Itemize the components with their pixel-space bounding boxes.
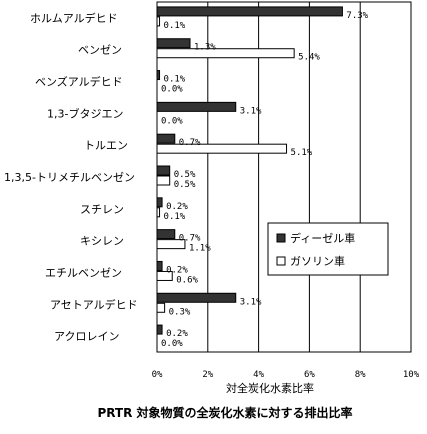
value-label: 0.2% <box>166 265 188 275</box>
x-tick-label: 10% <box>403 370 420 380</box>
bar-gasoline <box>156 175 171 186</box>
bar-diesel <box>156 6 343 17</box>
value-label: 0.3% <box>169 307 191 317</box>
category-label: トルエン <box>84 139 128 152</box>
category-label: スチレン <box>80 203 124 216</box>
value-label: 1.3% <box>194 43 216 53</box>
category-label: アセトアルデヒド <box>50 297 138 311</box>
value-label: 0.0% <box>161 339 183 349</box>
bar-gasoline <box>156 239 186 250</box>
x-tick-label: 0% <box>152 370 163 380</box>
legend-label-gasoline: ガソリン車 <box>290 254 345 268</box>
category-label: ホルムアルデヒド <box>30 11 118 25</box>
category-label: ベンズアルデヒド <box>35 75 123 89</box>
value-label: 3.1% <box>240 106 262 116</box>
value-label: 0.1% <box>164 75 186 85</box>
legend-swatch-gasoline <box>276 256 286 266</box>
value-label: 0.5% <box>174 180 196 190</box>
value-label: 0.2% <box>166 202 188 212</box>
value-label: 3.1% <box>240 297 262 307</box>
value-label: 5.4% <box>298 53 320 63</box>
bar-gasoline <box>156 16 161 27</box>
legend-swatch-diesel <box>276 233 286 243</box>
legend: ディーゼル車 ガソリン車 <box>267 222 389 276</box>
bar-diesel <box>156 229 176 240</box>
bar-gasoline <box>156 302 166 313</box>
value-label: 1.1% <box>189 244 211 254</box>
value-label: 0.0% <box>161 85 183 95</box>
value-label: 0.6% <box>176 275 198 285</box>
tick-labels: 0% 2% 4% 6% 8% 10% <box>152 370 420 380</box>
value-label: 0.1% <box>164 21 186 31</box>
category-label: 1,3,5-トリメチルベンゼン <box>4 171 135 184</box>
x-tick-label: 4% <box>253 370 264 380</box>
value-label: 5.1% <box>291 148 313 158</box>
bar-diesel <box>156 197 163 208</box>
value-label: 0.2% <box>166 329 188 339</box>
value-label: 0.5% <box>174 170 196 180</box>
category-label: エチルベンゼン <box>45 266 122 279</box>
value-label: 7.3% <box>346 11 368 21</box>
legend-label-diesel: ディーゼル車 <box>290 231 355 245</box>
x-tick-label: 2% <box>202 370 213 380</box>
bar-diesel <box>156 133 176 144</box>
bar-diesel <box>156 101 237 112</box>
category-label: キシレン <box>80 235 124 248</box>
x-tick-label: 8% <box>355 370 366 380</box>
value-label: 0.7% <box>179 138 201 148</box>
value-labels: 7.3%0.1%1.3%5.4%0.1%0.0%3.1%0.0%0.7%5.1%… <box>161 11 369 349</box>
bar-gasoline <box>156 143 288 154</box>
bar-diesel <box>156 292 237 303</box>
category-label: ベンゼン <box>78 44 122 57</box>
x-axis-label: 対全炭化水素比率 <box>226 381 314 395</box>
bar-gasoline <box>156 48 295 59</box>
value-label: 0.7% <box>179 234 201 244</box>
value-label: 0.1% <box>164 212 186 222</box>
bar-diesel <box>156 324 163 335</box>
category-label: アクロレイン <box>54 330 119 343</box>
bar-diesel <box>156 38 191 49</box>
bar-gasoline <box>156 207 161 218</box>
bar-gasoline <box>156 270 173 281</box>
legend-box <box>267 222 389 276</box>
value-label: 0.0% <box>161 116 183 126</box>
bar-diesel <box>156 70 161 81</box>
bars <box>156 6 343 335</box>
bar-diesel <box>156 260 163 271</box>
category-label: 1,3-ブタジエン <box>47 106 123 120</box>
chart-title: PRTR 対象物質の全炭化水素に対する排出比率 <box>97 405 352 420</box>
x-tick-label: 6% <box>304 370 315 380</box>
bar-diesel <box>156 165 171 176</box>
